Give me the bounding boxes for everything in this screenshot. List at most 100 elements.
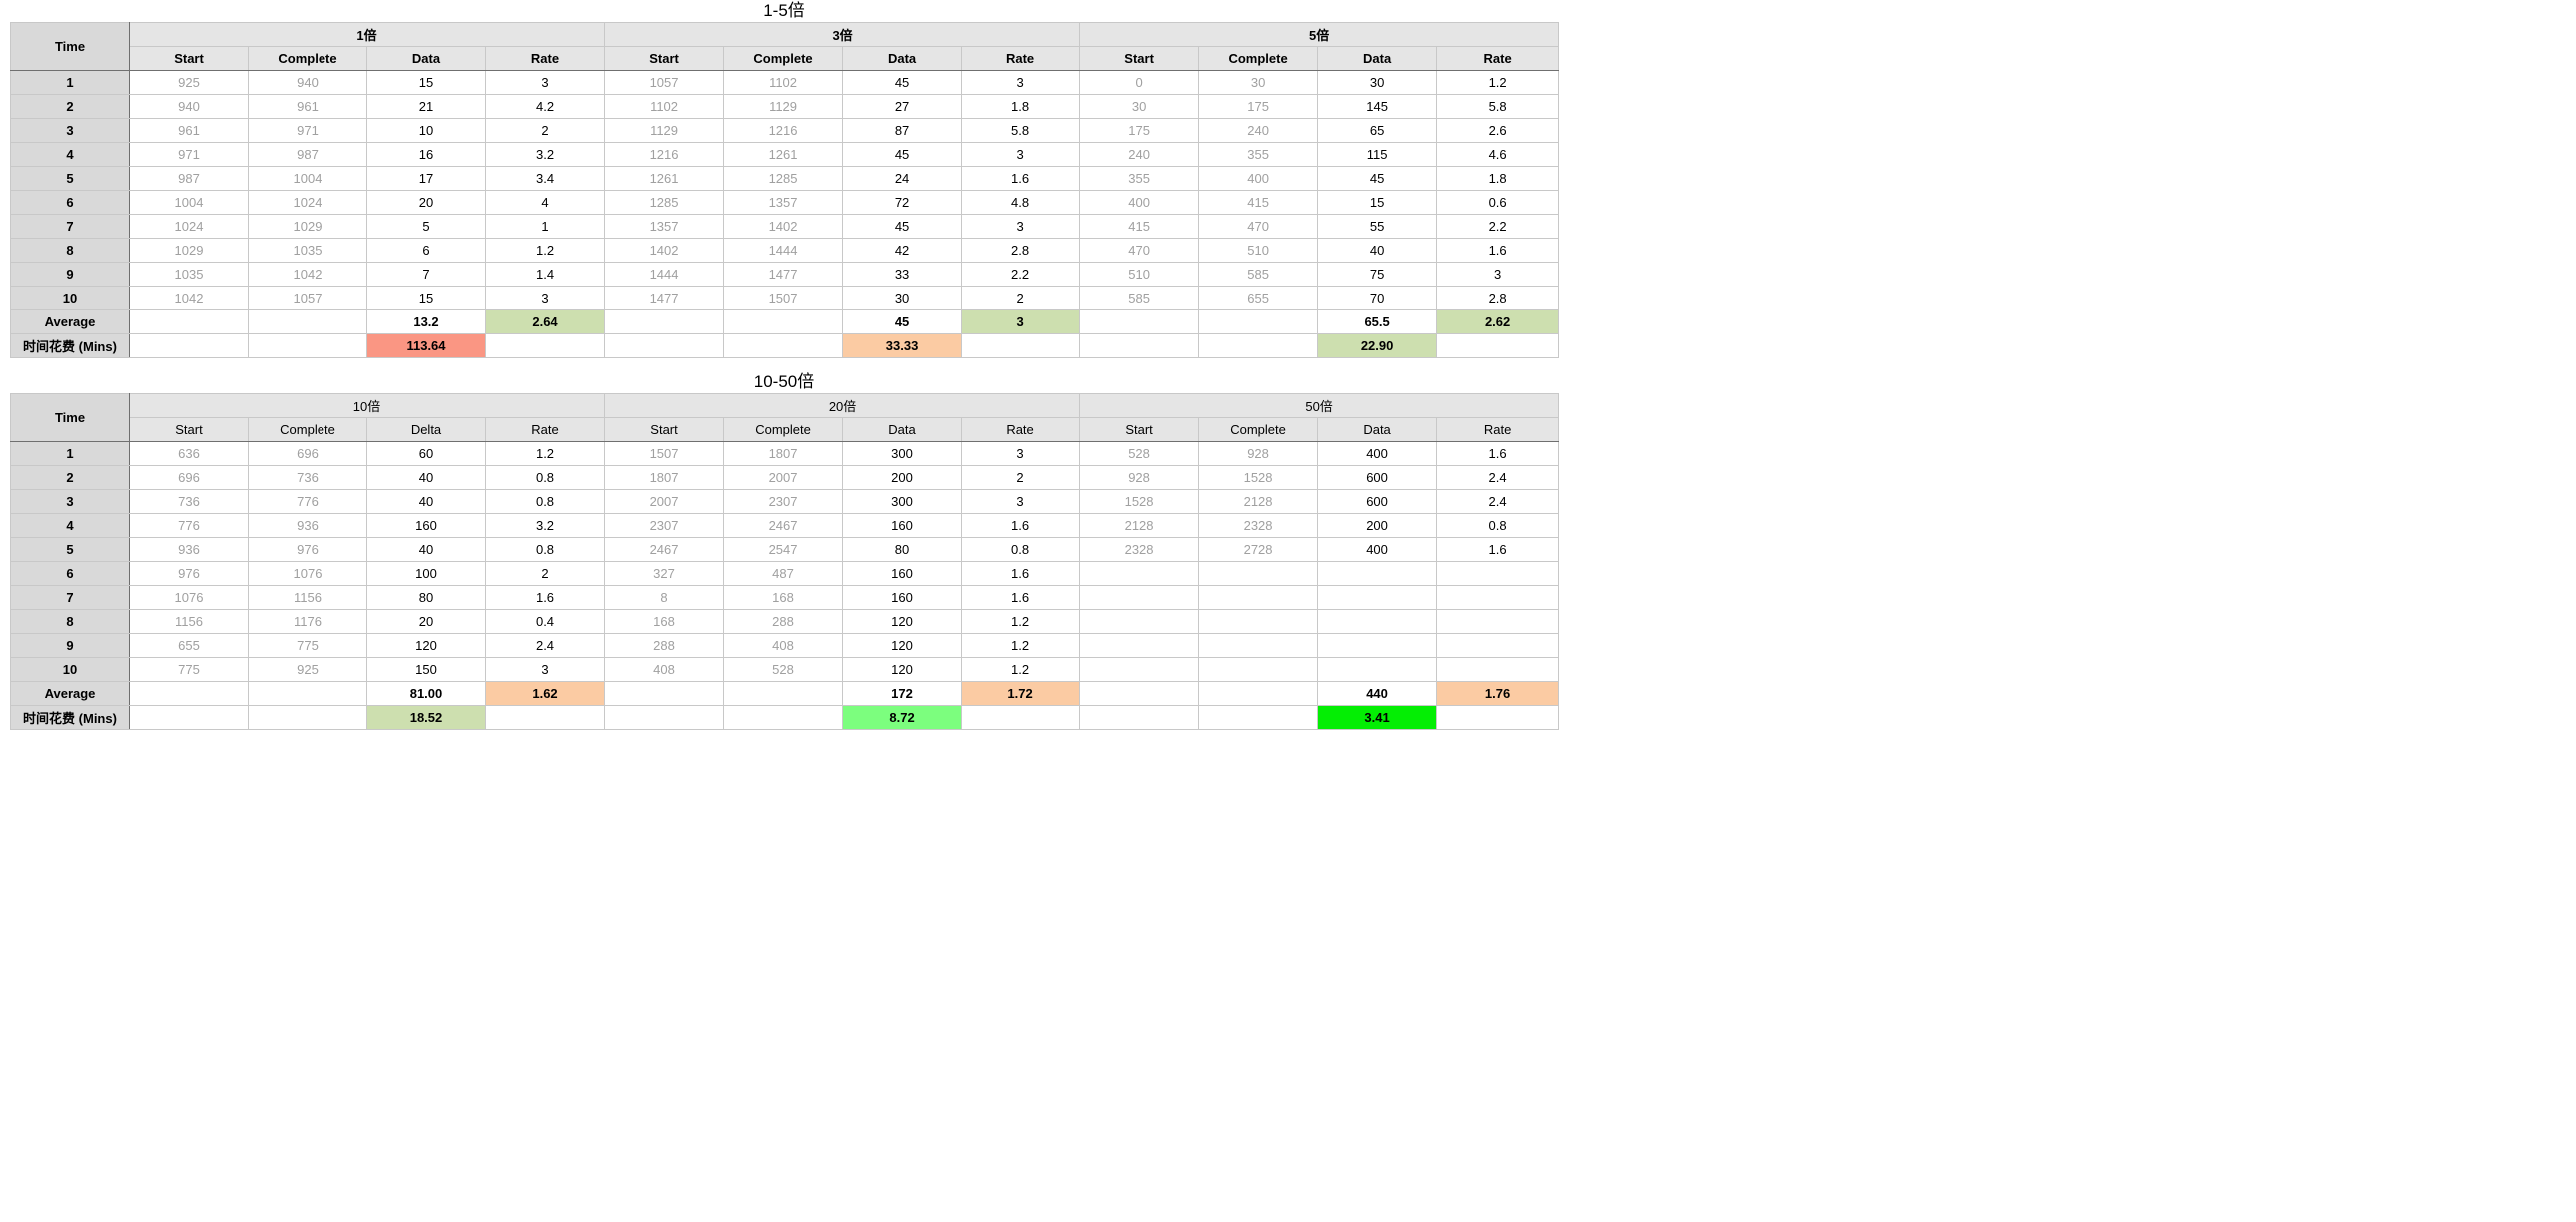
table-cell: 1.6 — [484, 585, 606, 610]
table-cell: 80 — [842, 537, 963, 562]
row-label: 8 — [10, 609, 130, 634]
table-cell: 1.6 — [961, 166, 1081, 191]
time-cost-cell — [1436, 705, 1560, 730]
average-cell — [604, 309, 725, 334]
table-cell: 510 — [1079, 262, 1200, 287]
table-cell: 1024 — [248, 190, 367, 215]
time-cost-cell — [723, 705, 844, 730]
table-cell: 2128 — [1198, 489, 1319, 514]
table-cell: 2128 — [1079, 513, 1200, 538]
table-cell: 2328 — [1079, 537, 1200, 562]
column-header-row: Start Complete Data Rate Start Complete Data Ra… — [11, 46, 1560, 71]
table-cell: 115 — [1317, 142, 1438, 167]
time-cost-cell — [1198, 333, 1319, 358]
average-cell: 81.00 — [366, 681, 486, 706]
table-cell: 1176 — [248, 609, 367, 634]
table-cell: 1216 — [604, 142, 725, 167]
table-cell — [1436, 633, 1560, 658]
table-cell: 40 — [366, 489, 486, 514]
table-cell: 2007 — [723, 465, 844, 490]
average-cell: 1.72 — [961, 681, 1081, 706]
table-cell: 408 — [604, 657, 725, 682]
column-header: Start — [1079, 46, 1200, 71]
column-header: Data — [842, 46, 963, 71]
table-cell: 5.8 — [1436, 94, 1560, 119]
time-cost-cell: 18.52 — [366, 705, 486, 730]
table-cell: 3.2 — [484, 142, 606, 167]
column-header: Start — [604, 46, 725, 71]
table-cell: 80 — [366, 585, 486, 610]
table-cell: 3 — [961, 489, 1081, 514]
table-cell: 6 — [366, 238, 486, 263]
time-cost-label: 时间花费 (Mins) — [10, 333, 130, 358]
table-cell: 1285 — [723, 166, 844, 191]
column-header: Data — [842, 417, 963, 442]
table-row: 6 976 1076 100 2 327 487 160 1.6 — [10, 561, 1560, 586]
table-cell: 2 — [484, 561, 606, 586]
table-cell: 1035 — [129, 262, 249, 287]
time-cost-cell: 3.41 — [1317, 705, 1438, 730]
table-cell: 1156 — [129, 609, 249, 634]
column-header: Data — [1317, 46, 1438, 71]
table-cell — [1079, 609, 1200, 634]
time-cost-cell: 8.72 — [842, 705, 963, 730]
table-cell: 1.8 — [961, 94, 1081, 119]
table-cell: 1035 — [248, 238, 367, 263]
table-cell: 940 — [248, 70, 367, 95]
table-cell: 7 — [366, 262, 486, 287]
table-cell: 1477 — [723, 262, 844, 287]
column-header-row: Start Complete Delta Rate Start Complete Data R… — [11, 417, 1560, 442]
table-cell: 1.6 — [961, 561, 1081, 586]
table-row: 1 925 940 15 3 1057 1102 45 3 0 30 30 1.2 — [10, 70, 1560, 95]
table-cell: 21 — [366, 94, 486, 119]
table-cell: 3 — [961, 441, 1081, 466]
average-cell — [129, 309, 249, 334]
average-cell: 45 — [842, 309, 963, 334]
average-row: Average 81.00 1.62 172 1.72 440 1.76 — [10, 681, 1560, 706]
average-cell: 13.2 — [366, 309, 486, 334]
table-cell: 145 — [1317, 94, 1438, 119]
table-cell: 2.2 — [961, 262, 1081, 287]
row-label: 10 — [10, 286, 130, 310]
table-cell: 175 — [1079, 118, 1200, 143]
table-cell — [1198, 585, 1319, 610]
table-cell — [1317, 657, 1438, 682]
group-header: 5倍 — [1079, 22, 1560, 47]
row-label: 6 — [10, 561, 130, 586]
table-cell: 636 — [129, 441, 249, 466]
table-section-1-5x: 1-5倍 Time 1倍 3倍 5倍 Start Complete Data Rate Star… — [10, 0, 1560, 358]
table-cell: 240 — [1198, 118, 1319, 143]
table-cell: 1156 — [248, 585, 367, 610]
table-cell: 160 — [842, 513, 963, 538]
time-cost-cell — [484, 333, 606, 358]
row-label: 3 — [10, 489, 130, 514]
table-row: 4 971 987 16 3.2 1216 1261 45 3 240 355 115 4.6 — [10, 142, 1560, 167]
table-cell: 100 — [366, 561, 486, 586]
table-cell: 408 — [723, 633, 844, 658]
table-cell: 65 — [1317, 118, 1438, 143]
average-cell: 1.62 — [484, 681, 606, 706]
table-cell: 0.8 — [484, 489, 606, 514]
table-cell: 528 — [723, 657, 844, 682]
time-cost-cell: 33.33 — [842, 333, 963, 358]
time-cost-cell — [129, 333, 249, 358]
time-cost-row: 时间花费 (Mins) 18.52 8.72 3.41 — [10, 705, 1560, 730]
table-cell: 600 — [1317, 489, 1438, 514]
table-cell: 1.4 — [484, 262, 606, 287]
table-cell: 510 — [1198, 238, 1319, 263]
table-cell: 17 — [366, 166, 486, 191]
table-cell: 776 — [248, 489, 367, 514]
table-cell: 1285 — [604, 190, 725, 215]
table-cell: 70 — [1317, 286, 1438, 310]
average-cell — [248, 309, 367, 334]
table-cell — [1436, 585, 1560, 610]
table-cell — [1317, 609, 1438, 634]
table-cell: 1.2 — [484, 441, 606, 466]
table-cell: 1.6 — [961, 585, 1081, 610]
table-cell: 16 — [366, 142, 486, 167]
table-cell: 3 — [484, 657, 606, 682]
table-cell: 1.2 — [961, 633, 1081, 658]
average-cell: 3 — [961, 309, 1081, 334]
table-row: 1 636 696 60 1.2 1507 1807 300 3 528 928 400 1.6 — [10, 441, 1560, 466]
table-cell: 327 — [604, 561, 725, 586]
